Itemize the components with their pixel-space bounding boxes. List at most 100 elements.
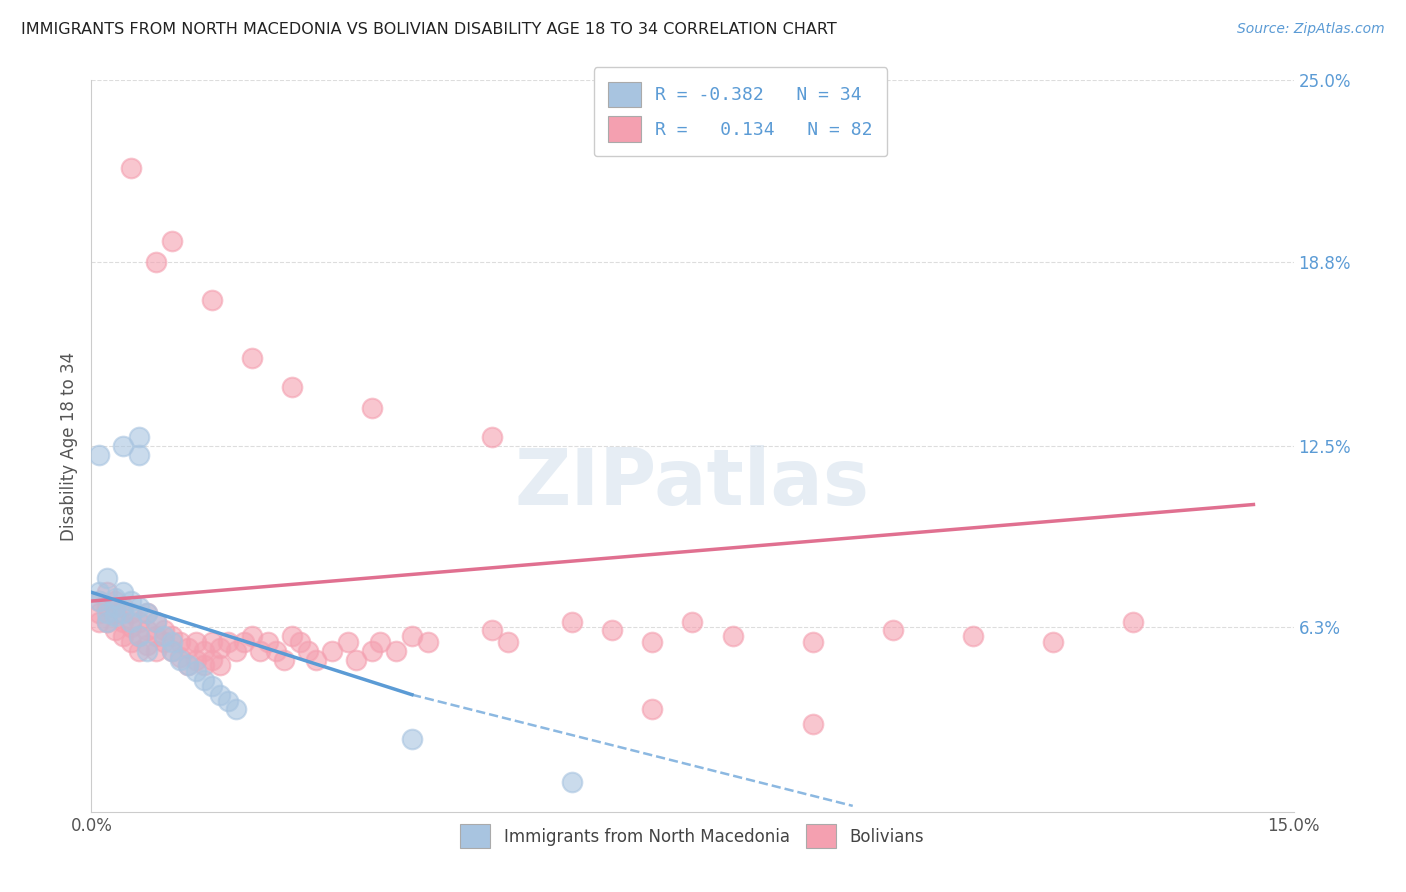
Point	[112, 606, 135, 620]
Point	[128, 615, 150, 629]
Point	[152, 635, 174, 649]
Point	[225, 644, 247, 658]
Point	[136, 606, 159, 620]
Point	[273, 652, 295, 666]
Point	[96, 615, 118, 629]
Point	[321, 644, 343, 658]
Point	[208, 688, 231, 702]
Point	[561, 615, 583, 629]
Point	[360, 401, 382, 415]
Point	[240, 629, 263, 643]
Point	[104, 608, 127, 623]
Point	[201, 635, 224, 649]
Point	[1042, 635, 1064, 649]
Point	[121, 615, 143, 629]
Point	[89, 594, 111, 608]
Point	[136, 638, 159, 652]
Point	[641, 635, 664, 649]
Point	[104, 606, 127, 620]
Point	[176, 640, 198, 655]
Point	[882, 624, 904, 638]
Point	[193, 658, 215, 673]
Point	[152, 629, 174, 643]
Point	[232, 635, 254, 649]
Point	[184, 635, 207, 649]
Point	[89, 594, 111, 608]
Point	[288, 635, 311, 649]
Point	[89, 448, 111, 462]
Point	[136, 624, 159, 638]
Point	[201, 679, 224, 693]
Point	[401, 731, 423, 746]
Point	[128, 599, 150, 614]
Point	[128, 644, 150, 658]
Point	[128, 629, 150, 643]
Point	[145, 644, 167, 658]
Point	[336, 635, 359, 649]
Point	[169, 652, 191, 666]
Point	[496, 635, 519, 649]
Point	[176, 658, 198, 673]
Point	[104, 594, 127, 608]
Point	[152, 624, 174, 638]
Point	[801, 635, 824, 649]
Point	[121, 635, 143, 649]
Point	[385, 644, 408, 658]
Point	[184, 665, 207, 679]
Text: ZIPatlas: ZIPatlas	[515, 444, 870, 521]
Point	[160, 644, 183, 658]
Point	[217, 693, 239, 707]
Point	[360, 644, 382, 658]
Point	[89, 585, 111, 599]
Point	[368, 635, 391, 649]
Point	[145, 615, 167, 629]
Point	[481, 624, 503, 638]
Point	[169, 635, 191, 649]
Point	[104, 591, 127, 606]
Point	[416, 635, 439, 649]
Point	[217, 635, 239, 649]
Point	[121, 606, 143, 620]
Point	[249, 644, 271, 658]
Point	[89, 615, 111, 629]
Point	[962, 629, 984, 643]
Legend: Immigrants from North Macedonia, Bolivians: Immigrants from North Macedonia, Bolivia…	[454, 818, 931, 855]
Point	[121, 620, 143, 634]
Point	[160, 644, 183, 658]
Point	[136, 606, 159, 620]
Point	[160, 629, 183, 643]
Point	[401, 629, 423, 643]
Point	[641, 702, 664, 716]
Point	[201, 293, 224, 307]
Point	[104, 599, 127, 614]
Point	[96, 599, 118, 614]
Point	[112, 615, 135, 629]
Point	[128, 430, 150, 444]
Point	[201, 652, 224, 666]
Point	[721, 629, 744, 643]
Point	[136, 644, 159, 658]
Point	[96, 585, 118, 599]
Point	[193, 673, 215, 687]
Point	[256, 635, 278, 649]
Point	[681, 615, 703, 629]
Point	[208, 640, 231, 655]
Point	[96, 606, 118, 620]
Point	[160, 234, 183, 248]
Point	[344, 652, 367, 666]
Point	[264, 644, 287, 658]
Point	[104, 624, 127, 638]
Point	[176, 658, 198, 673]
Point	[96, 571, 118, 585]
Point	[145, 629, 167, 643]
Point	[281, 629, 304, 643]
Point	[112, 439, 135, 453]
Point	[481, 430, 503, 444]
Point	[121, 161, 143, 175]
Text: Source: ZipAtlas.com: Source: ZipAtlas.com	[1237, 22, 1385, 37]
Point	[112, 585, 135, 599]
Text: IMMIGRANTS FROM NORTH MACEDONIA VS BOLIVIAN DISABILITY AGE 18 TO 34 CORRELATION : IMMIGRANTS FROM NORTH MACEDONIA VS BOLIV…	[21, 22, 837, 37]
Point	[112, 599, 135, 614]
Point	[297, 644, 319, 658]
Point	[128, 448, 150, 462]
